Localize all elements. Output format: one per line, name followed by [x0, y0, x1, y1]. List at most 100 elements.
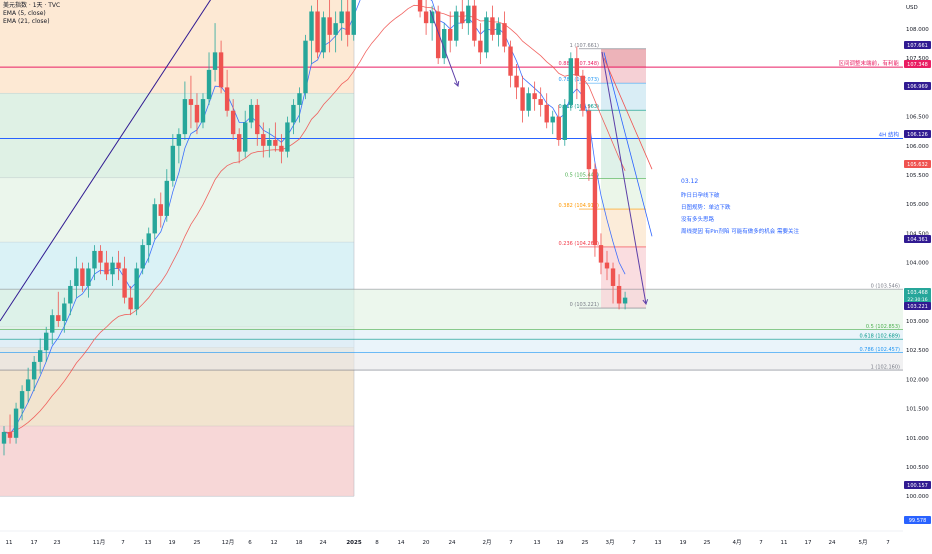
x-tick: 13 — [534, 540, 541, 546]
candle-body — [544, 104, 549, 123]
y-tick: 102.000 — [906, 377, 929, 383]
candle-body — [50, 315, 55, 333]
time-axis: 11 17 23 11月 7 13 19 25 12月 6 12 18 24 2025 8 14 20 24 2月 7… — [0, 530, 903, 546]
candle-body — [448, 29, 453, 41]
x-tick: 7 — [509, 540, 513, 546]
candle-body — [56, 315, 61, 321]
ext-zone-blue — [0, 329, 903, 353]
candle-body — [164, 180, 170, 216]
candle-body — [218, 52, 224, 88]
candle-body — [68, 285, 73, 304]
candle-body — [526, 93, 531, 111]
candle-body — [556, 116, 561, 140]
zone-7 — [0, 426, 354, 497]
x-tick: 4月 — [733, 539, 742, 546]
ema5-legend[interactable]: EMA (5, close) — [3, 10, 46, 17]
candle-body — [580, 75, 586, 111]
candle-body — [598, 245, 604, 263]
y-tick: 100.500 — [906, 465, 929, 471]
y-tick: 106.000 — [906, 144, 929, 150]
y-tick: 102.500 — [906, 348, 929, 354]
candle-body — [435, 11, 441, 59]
candle-body — [478, 40, 483, 53]
candle-body — [152, 204, 157, 234]
candle-body — [110, 262, 115, 275]
x-tick: 24 — [320, 540, 327, 546]
candle-body — [122, 268, 127, 298]
candle-body — [351, 0, 356, 35]
candle-body — [194, 104, 200, 123]
candle-body — [586, 110, 592, 170]
x-tick: 24 — [449, 540, 456, 546]
ema21-line — [3, 4, 626, 433]
candle-body — [345, 11, 350, 35]
candle-body — [460, 11, 465, 24]
down-trend-line-2 — [603, 58, 653, 170]
candle-body — [568, 58, 574, 105]
x-tick: 17 — [805, 540, 812, 546]
price-tag-text: 99.578 — [909, 518, 927, 524]
down-arrow-2 — [601, 51, 647, 305]
x-tick: 2月 — [483, 539, 492, 546]
candle-body — [176, 134, 182, 146]
price-tag-bg — [904, 130, 931, 138]
candle-body — [297, 93, 302, 105]
x-tick: 11月 — [93, 539, 106, 546]
x-tick: 3月 — [606, 539, 615, 546]
candle-body — [508, 46, 513, 76]
x-tick: 12月 — [222, 539, 235, 546]
x-tick: 14 — [398, 540, 405, 546]
x-tick: 25 — [582, 540, 589, 546]
candle-body — [104, 262, 109, 275]
candle-body — [158, 204, 163, 216]
candle-body — [496, 23, 501, 35]
x-tick: 13 — [145, 540, 152, 546]
candle-body — [62, 303, 67, 321]
candle-body — [140, 245, 145, 269]
candle-body — [182, 99, 188, 135]
fib-label-5: 0.382 (104.917) — [559, 203, 600, 209]
candle-body — [7, 431, 13, 438]
candle-body — [423, 11, 429, 24]
x-tick: 25 — [194, 540, 201, 546]
note-line: 周线提因 有Pin剂陷 可能有做多的机会 需要关注 — [681, 227, 799, 235]
candle-body — [170, 145, 176, 181]
candle-body — [134, 268, 139, 310]
candle-body — [315, 11, 320, 53]
price-tag-bg — [904, 160, 931, 168]
candle-body — [80, 268, 85, 286]
candle-body — [243, 122, 248, 152]
candle-body — [200, 99, 206, 123]
candle-body — [37, 350, 43, 362]
symbol-title[interactable]: 美元指数 · 1天 · TVC — [3, 2, 61, 9]
candle-body — [616, 285, 622, 304]
fib-ext-label-3: 0.786 (102.457) — [860, 347, 901, 353]
down-arrow-1 — [429, 9, 459, 87]
candle-body — [490, 17, 495, 35]
candle-body — [339, 11, 344, 24]
candle-body — [146, 233, 151, 246]
candle-body — [472, 5, 477, 41]
uptrend-line — [0, 0, 212, 322]
candle-body — [273, 139, 278, 146]
x-tick: 25 — [704, 540, 711, 546]
candle-body — [291, 104, 296, 123]
candle-body — [19, 391, 25, 409]
candle-body — [484, 17, 489, 53]
candle-body — [206, 69, 212, 100]
candle-body — [592, 169, 598, 246]
price-tag-text: 100.157 — [907, 483, 928, 489]
hline-label-1: 4H 结构 — [879, 130, 900, 138]
fib-ext-label-0: 0 (103.546) — [871, 284, 900, 290]
candle-body — [31, 361, 37, 380]
x-tick: 6 — [248, 540, 252, 546]
ema21-legend[interactable]: EMA (21, close) — [3, 18, 50, 25]
price-tag-bg — [904, 516, 931, 524]
candle-body — [333, 23, 338, 35]
x-tick: 23 — [54, 540, 61, 546]
price-tag-text: 105.632 — [907, 162, 928, 168]
candle-body — [309, 11, 314, 41]
candle-body — [514, 75, 519, 88]
